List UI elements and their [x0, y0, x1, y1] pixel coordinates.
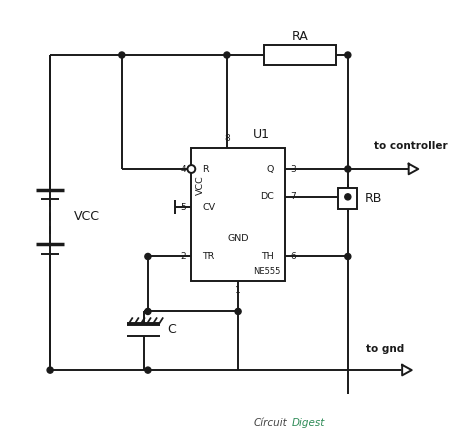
Text: Digest: Digest [292, 418, 325, 428]
Text: 5: 5 [181, 203, 186, 212]
Text: 7: 7 [290, 192, 296, 201]
Text: 4: 4 [181, 164, 186, 174]
Text: VCC: VCC [196, 176, 205, 195]
Bar [191, 149, 285, 281]
Text: Círcuit: Círcuit [253, 418, 287, 428]
Text: RB: RB [365, 192, 382, 204]
Text: 3: 3 [290, 164, 296, 174]
Text: GND: GND [228, 234, 249, 243]
Text: RA: RA [292, 30, 309, 43]
Circle shape [119, 52, 125, 58]
Bar [264, 45, 337, 65]
Circle shape [345, 52, 351, 58]
Circle shape [345, 166, 351, 172]
Text: DC: DC [260, 192, 274, 201]
Text: CV: CV [202, 203, 215, 212]
Text: NE555: NE555 [253, 267, 281, 276]
Text: Q: Q [266, 164, 274, 174]
Text: TR: TR [202, 252, 215, 261]
Text: to controller: to controller [374, 141, 447, 151]
Text: 8: 8 [224, 134, 230, 143]
Bar [338, 187, 357, 209]
Text: TH: TH [261, 252, 274, 261]
Text: 1: 1 [235, 286, 241, 295]
Circle shape [145, 367, 151, 373]
Circle shape [47, 367, 53, 373]
Circle shape [145, 253, 151, 259]
Circle shape [145, 308, 151, 314]
Text: C: C [167, 324, 176, 337]
Text: 6: 6 [290, 252, 296, 261]
Polygon shape [402, 365, 412, 375]
Circle shape [345, 253, 351, 259]
Text: 2: 2 [181, 252, 186, 261]
Circle shape [235, 308, 241, 314]
Text: VCC: VCC [74, 211, 100, 223]
Polygon shape [409, 164, 418, 174]
Circle shape [345, 194, 351, 200]
Text: U1: U1 [253, 128, 270, 141]
Circle shape [224, 52, 230, 58]
Circle shape [187, 165, 195, 173]
Text: R: R [202, 164, 209, 174]
Text: to gnd: to gnd [365, 344, 404, 354]
